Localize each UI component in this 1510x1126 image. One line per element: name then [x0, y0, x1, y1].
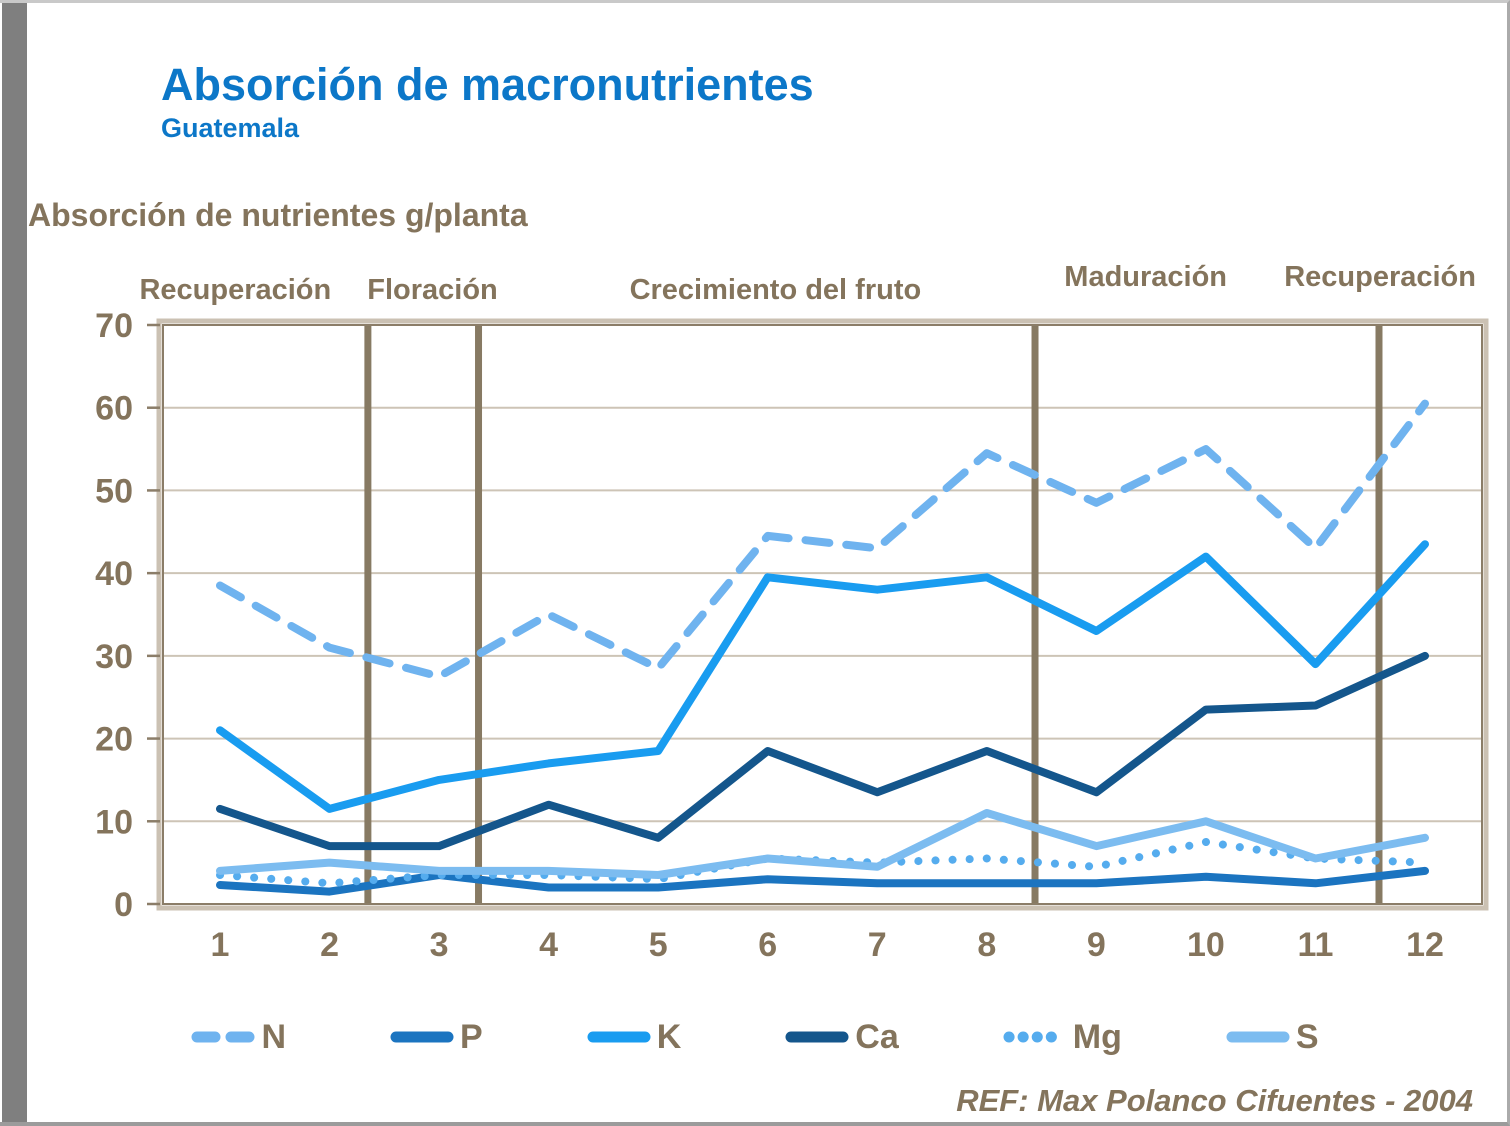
legend-item-K: K — [587, 1017, 682, 1057]
phase-label-4: Maduración — [1064, 261, 1227, 293]
legend-item-N: N — [191, 1018, 286, 1057]
legend-swatch-S — [1226, 1031, 1290, 1043]
x-tick-label-7: 7 — [868, 926, 887, 964]
y-tick-label-70: 70 — [95, 307, 133, 345]
y-tick-label-10: 10 — [95, 803, 133, 841]
y-tick-label-50: 50 — [95, 472, 133, 510]
y-tick-label-20: 20 — [95, 721, 133, 759]
slide-side-strip — [2, 3, 27, 1122]
page-subtitle: Guatemala — [161, 113, 300, 143]
plot-frame-outer — [156, 318, 1489, 911]
x-tick-label-10: 10 — [1187, 926, 1225, 964]
legend-swatch-N — [191, 1031, 255, 1043]
x-tick-label-4: 4 — [539, 926, 558, 964]
plot-frame-inner — [162, 324, 1483, 905]
chart-axis-title: Absorción de nutrientes g/planta — [28, 197, 528, 233]
series-line-N — [216, 399, 1429, 681]
phase-label-5: Recuperación — [1284, 261, 1476, 293]
legend-label-P: P — [460, 1017, 483, 1056]
legend-swatch-K — [587, 1031, 651, 1043]
legend-label-Ca: Ca — [855, 1017, 899, 1056]
x-tick-label-9: 9 — [1087, 926, 1106, 964]
y-tick-label-0: 0 — [114, 886, 133, 924]
x-tick-label-1: 1 — [211, 926, 230, 964]
chart-layer: 0 10 20 30 40 50 60 70 1 2 3 4 5 6 7 8 9 10 11 12 Recuperaci… — [0, 3, 1507, 1122]
legend-swatch-P — [390, 1031, 454, 1043]
legend-item-P: P — [390, 1018, 483, 1057]
series-line-Mg — [216, 838, 1429, 888]
y-tick-label-60: 60 — [95, 390, 133, 428]
series-line-Ca — [216, 651, 1429, 851]
x-tick-label-8: 8 — [977, 926, 996, 964]
legend-item-S: S — [1226, 1018, 1319, 1057]
x-tick-label-12: 12 — [1406, 926, 1444, 964]
legend-item-Mg: Mg — [1003, 1018, 1122, 1057]
x-tick-label-11: 11 — [1297, 926, 1333, 964]
x-tick-label-3: 3 — [430, 926, 449, 964]
legend-label-Mg: Mg — [1072, 1017, 1122, 1056]
legend-label-S: S — [1295, 1017, 1319, 1056]
reference-text: REF: Max Polanco Cifuentes - 2004 — [956, 1083, 1473, 1118]
series-line-K — [216, 540, 1429, 813]
phase-label-3: Crecimiento del fruto — [630, 274, 922, 306]
x-tick-label-5: 5 — [649, 926, 668, 964]
x-tick-label-2: 2 — [320, 926, 339, 964]
series-line-S — [216, 809, 1429, 879]
x-tick-label-6: 6 — [758, 926, 777, 964]
y-tick-label-40: 40 — [95, 555, 133, 593]
page-title: Absorción de macronutrientes — [161, 59, 814, 110]
phase-label-1: Recuperación — [139, 274, 331, 306]
legend-swatch-Mg — [1003, 1031, 1067, 1043]
legend-swatch-Ca — [785, 1031, 849, 1043]
y-tick-label-30: 30 — [95, 638, 133, 676]
chart-legend: N P K Ca Mg S — [0, 1007, 1507, 1067]
plot-area — [163, 325, 1482, 904]
series-line-P — [216, 866, 1429, 896]
phase-label-2: Floración — [367, 274, 498, 306]
legend-label-N: N — [261, 1017, 287, 1056]
legend-label-K: K — [656, 1017, 682, 1056]
legend-item-Ca: Ca — [785, 1017, 899, 1057]
